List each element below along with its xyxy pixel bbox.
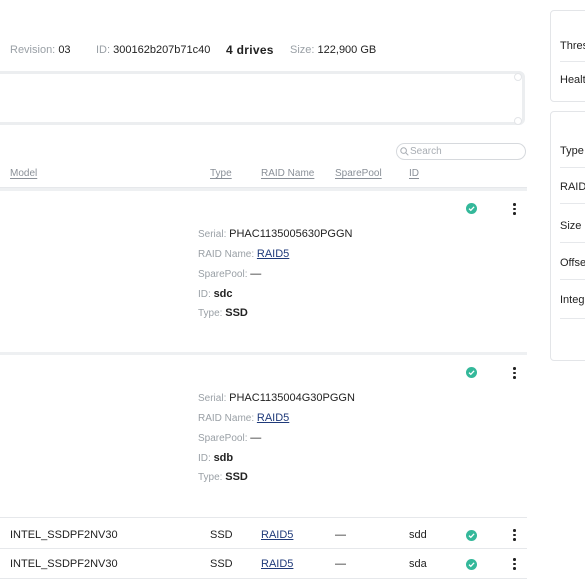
search-input[interactable]: Search [396,143,526,160]
serial-field: Serial: PHAC1135005630PGGN [198,228,353,240]
row-divider [0,578,527,579]
type-label: Type [560,145,584,157]
type-field: Type: SSD [198,471,248,483]
raid-link[interactable]: RAID5 [261,558,294,570]
more-options-icon[interactable] [513,529,517,543]
revision-value: 03 [58,44,71,56]
status-ok-icon [466,530,477,541]
id-value: 300162b207b71c40 [113,44,211,56]
revision-label: Revision: [10,44,56,56]
column-id[interactable]: ID [409,168,419,179]
status-ok-icon [466,203,477,214]
side-divider [560,61,585,62]
id-field: ID: sdb [198,452,234,464]
model-cell: INTEL_SSDPF2NV30 [10,529,118,541]
revision-info: Revision: 03 [10,44,71,56]
status-ok-icon [466,367,477,378]
column-raid-name[interactable]: RAID Name [261,168,315,179]
raid-link[interactable]: RAID5 [256,248,290,260]
more-options-icon[interactable] [513,558,517,572]
expanded-drive-row[interactable] [0,188,527,355]
id-cell: sda [409,558,427,570]
size-label: Size: [290,44,315,56]
threshold-label: Thres [560,40,585,52]
column-type[interactable]: Type [210,168,232,179]
raid-info-panel [550,111,585,361]
offset-label: Offse [560,257,585,269]
search-icon [400,146,409,161]
raid-label: RAID [560,181,585,193]
side-divider [560,203,585,204]
health-label: Healt [560,74,585,86]
id-label: ID: [96,44,111,56]
details-panel [0,71,525,125]
row-divider [0,548,527,549]
scroll-down-handle[interactable] [514,117,522,125]
more-options-icon[interactable] [513,203,517,217]
id-field: ID: sdc [198,288,233,300]
row-divider [0,517,527,518]
serial-value: PHAC1135004G30PGGN [229,392,355,404]
raid-name-field: RAID Name: RAID5 [198,248,290,260]
expanded-drive-row[interactable] [0,352,527,519]
column-sparepool[interactable]: SparePool [335,168,382,179]
model-cell: INTEL_SSDPF2NV30 [10,558,118,570]
side-divider [560,167,585,168]
more-options-icon[interactable] [513,367,517,381]
raid-link[interactable]: RAID5 [256,412,290,424]
status-ok-icon [466,559,477,570]
search-placeholder: Search [410,146,442,157]
raid-link[interactable]: RAID5 [261,529,294,541]
id-cell: sdd [409,529,427,541]
side-divider [560,318,585,319]
serial-value: PHAC1135005630PGGN [229,228,353,240]
type-cell: SSD [210,558,233,570]
scroll-up-handle[interactable] [514,73,522,81]
drives-count: 4 drives [226,43,274,57]
type-field: Type: SSD [198,307,248,319]
sparepool-field: SparePool: — [198,432,262,444]
side-divider [560,279,585,280]
size-value: 122,900 GB [317,44,377,56]
integrity-label: Integ [560,294,585,306]
id-info: ID: 300162b207b71c40 [96,44,210,56]
size-label: Size [560,220,582,232]
threshold-panel [550,10,585,102]
serial-field: Serial: PHAC1135004G30PGGN [198,392,355,404]
header-divider [0,187,527,188]
size-info: Size: 122,900 GB [290,44,376,56]
raid-name-field: RAID Name: RAID5 [198,412,290,424]
sparepool-field: SparePool: — [198,268,262,280]
side-divider [560,242,585,243]
column-model[interactable]: Model [10,168,38,179]
type-cell: SSD [210,529,233,541]
sparepool-cell: — [335,558,346,570]
sparepool-cell: — [335,529,346,541]
